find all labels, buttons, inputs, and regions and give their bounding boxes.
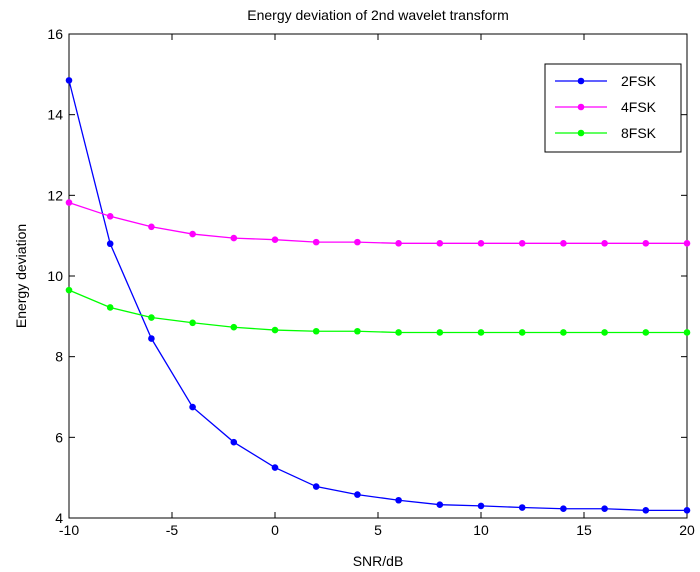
x-tick-label: 20 — [679, 522, 695, 538]
data-point — [601, 329, 608, 336]
data-point — [560, 329, 567, 336]
data-point — [518, 240, 526, 247]
y-tick-label: 6 — [55, 429, 63, 445]
data-point — [148, 335, 155, 342]
data-point — [189, 403, 196, 411]
data-point — [312, 238, 320, 246]
data-point — [106, 213, 114, 220]
data-point — [642, 240, 650, 247]
legend-marker-2FSK — [577, 77, 585, 85]
data-point — [477, 502, 485, 510]
series-8FSK — [65, 286, 691, 336]
axis-ticks: -10 -5 0 5 10 15 20 4 6 8 10 12 14 16 — [47, 26, 695, 538]
y-tick-label: 8 — [55, 349, 63, 365]
data-point — [106, 304, 114, 311]
legend-label-4FSK: 4FSK — [621, 99, 657, 115]
data-point — [230, 438, 238, 446]
x-tick-label: 15 — [576, 522, 592, 538]
data-point — [642, 507, 650, 514]
data-point — [189, 319, 196, 327]
data-point — [354, 327, 361, 335]
series-group — [65, 77, 691, 514]
y-tick-label: 4 — [55, 510, 63, 526]
x-tick-label: -5 — [166, 522, 179, 538]
x-tick-label: 5 — [374, 522, 382, 538]
data-point — [271, 236, 279, 243]
series-line — [68, 201, 687, 244]
data-point — [106, 240, 114, 248]
data-point — [518, 504, 526, 511]
legend: 2FSK 4FSK 8FSK — [544, 63, 682, 153]
legend-label-2FSK: 2FSK — [621, 73, 657, 89]
data-point — [477, 329, 485, 336]
series-line — [68, 80, 687, 511]
data-point — [271, 326, 279, 334]
x-tick-label: 10 — [473, 522, 489, 538]
chart-title: Energy deviation of 2nd wavelet transfor… — [247, 7, 508, 23]
y-tick-label: 16 — [47, 26, 63, 42]
data-point — [148, 314, 155, 321]
data-point — [65, 77, 73, 84]
data-point — [312, 327, 320, 335]
y-tick-label: 14 — [47, 107, 63, 123]
y-axis-label: Energy deviation — [13, 224, 29, 328]
data-point — [642, 329, 650, 336]
data-point — [65, 199, 73, 206]
series-4FSK — [65, 199, 691, 247]
data-point — [601, 240, 608, 247]
data-point — [312, 483, 320, 490]
data-point — [560, 240, 567, 247]
data-point — [683, 240, 691, 247]
data-point — [395, 240, 402, 247]
data-point — [436, 501, 444, 508]
data-point — [148, 223, 155, 231]
data-point — [189, 230, 196, 238]
legend-marker-8FSK — [577, 129, 585, 137]
legend-box — [544, 63, 682, 153]
data-point — [65, 286, 73, 294]
x-tick-label: -10 — [59, 522, 79, 538]
data-point — [395, 329, 402, 336]
legend-label-8FSK: 8FSK — [621, 125, 657, 141]
data-point — [601, 505, 608, 513]
data-point — [683, 329, 691, 336]
data-point — [477, 240, 485, 247]
series-line — [68, 289, 687, 334]
data-point — [354, 491, 361, 498]
data-point — [683, 507, 691, 514]
series-2FSK — [65, 77, 691, 514]
legend-marker-4FSK — [577, 103, 585, 111]
data-point — [354, 238, 361, 246]
data-point — [436, 240, 444, 247]
data-point — [230, 234, 238, 242]
data-point — [395, 496, 402, 504]
data-point — [436, 329, 444, 336]
x-tick-label: 0 — [271, 522, 279, 538]
x-axis-label: SNR/dB — [353, 553, 404, 569]
y-tick-label: 10 — [47, 268, 63, 284]
data-point — [271, 464, 279, 471]
data-point — [560, 505, 567, 513]
data-point — [518, 329, 526, 336]
y-tick-label: 12 — [47, 187, 63, 203]
data-point — [230, 323, 238, 331]
